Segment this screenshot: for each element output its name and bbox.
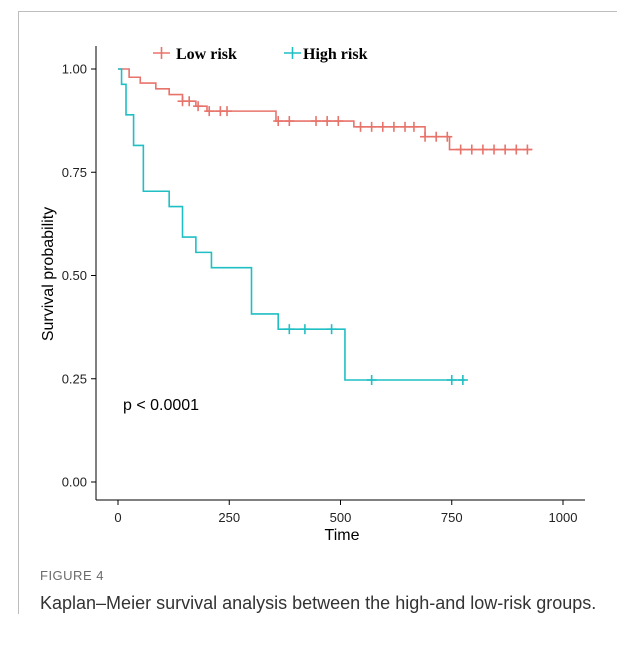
y-ticks: 0.00 0.25 0.50 0.75 1.00 xyxy=(62,62,96,490)
censor-mark-low-risk xyxy=(420,131,431,142)
x-tick-label: 750 xyxy=(441,510,463,525)
censor-mark-low-risk xyxy=(322,116,333,127)
censor-mark-low-risk xyxy=(522,144,533,155)
y-tick-label: 0.00 xyxy=(62,475,87,490)
censor-mark-low-risk xyxy=(388,121,399,132)
censor-mark-high-risk xyxy=(446,374,457,385)
censor-marks xyxy=(177,96,533,385)
x-tick-label: 250 xyxy=(218,510,240,525)
censor-mark-low-risk xyxy=(511,144,522,155)
censor-mark-low-risk xyxy=(366,121,377,132)
censor-mark-low-risk xyxy=(193,101,204,112)
censor-mark-low-risk xyxy=(355,121,366,132)
y-tick-label: 0.75 xyxy=(62,165,87,180)
y-tick-label: 0.25 xyxy=(62,371,87,386)
x-ticks: 0 250 500 750 1000 xyxy=(114,500,577,525)
legend-label-low-risk: Low risk xyxy=(176,46,237,63)
y-axis-label: Survival probability xyxy=(40,207,57,341)
censor-mark-high-risk xyxy=(366,374,377,385)
x-tick-label: 1000 xyxy=(549,510,578,525)
legend-label-high-risk: High risk xyxy=(303,46,368,63)
censor-mark-low-risk xyxy=(311,116,322,127)
survival-curve-low-risk xyxy=(118,68,532,151)
censor-mark-low-risk xyxy=(222,106,233,117)
censor-mark-low-risk xyxy=(489,144,500,155)
censor-mark-low-risk xyxy=(333,116,344,127)
x-tick-label: 0 xyxy=(114,510,121,525)
survival-curve-high-risk xyxy=(118,68,466,381)
x-axis-label: Time xyxy=(325,527,360,544)
y-tick-label: 0.50 xyxy=(62,268,87,283)
left-divider xyxy=(18,11,19,614)
censor-mark-high-risk xyxy=(326,324,337,335)
censor-mark-high-risk xyxy=(457,374,468,385)
censor-mark-low-risk xyxy=(431,131,442,142)
censor-mark-low-risk xyxy=(500,144,511,155)
y-tick-label: 1.00 xyxy=(62,62,87,77)
x-tick-label: 500 xyxy=(330,510,352,525)
censor-mark-low-risk xyxy=(400,121,411,132)
censor-mark-low-risk xyxy=(284,116,295,127)
censor-mark-low-risk xyxy=(204,106,215,117)
censor-mark-low-risk xyxy=(477,144,488,155)
censor-mark-low-risk xyxy=(455,144,466,155)
censor-mark-high-risk xyxy=(299,324,310,335)
figure-caption: Kaplan–Meier survival analysis between t… xyxy=(40,593,597,613)
top-divider xyxy=(18,11,617,12)
figure-label: FIGURE 4 xyxy=(40,568,104,583)
chart-axes xyxy=(95,46,585,501)
legend: Low risk High risk xyxy=(153,46,368,63)
censor-mark-low-risk xyxy=(273,116,284,127)
censor-mark-low-risk xyxy=(184,96,195,107)
survival-curves xyxy=(118,68,532,381)
censor-mark-high-risk xyxy=(284,324,295,335)
censor-mark-low-risk xyxy=(408,121,419,132)
censor-mark-low-risk xyxy=(466,144,477,155)
p-value-annotation: p < 0.0001 xyxy=(123,397,199,414)
censor-mark-low-risk xyxy=(377,121,388,132)
censor-mark-low-risk xyxy=(442,131,453,142)
